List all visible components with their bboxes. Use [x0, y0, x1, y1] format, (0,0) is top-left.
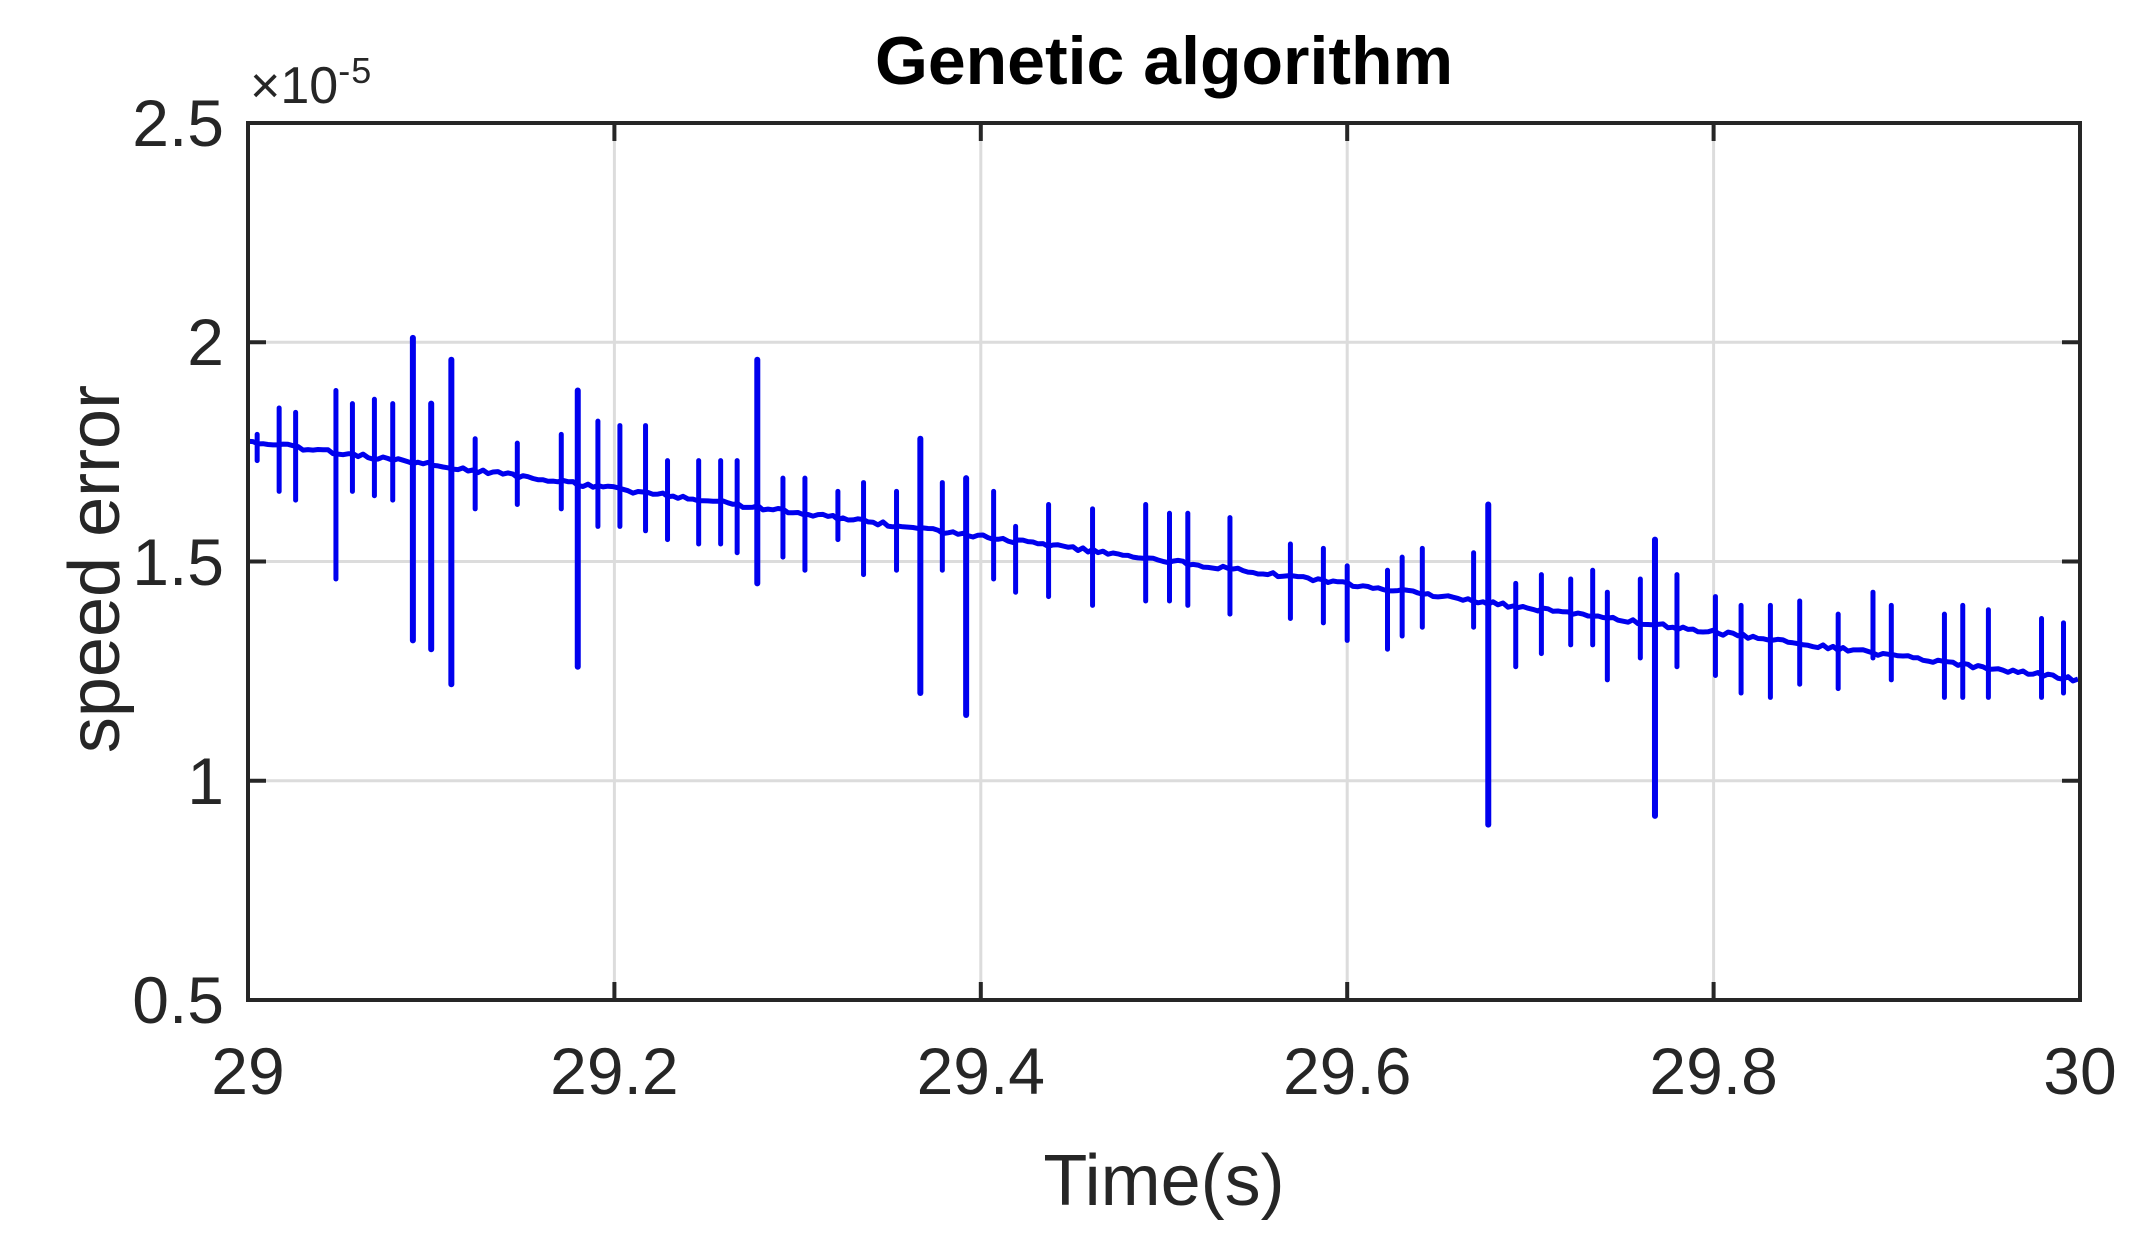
y-axis-exponent-label: ×10-5 [250, 50, 372, 116]
chart-title-text: Genetic algorithm [874, 23, 1454, 99]
x-tick-label: 29.4 [916, 1034, 1046, 1108]
x-tick-label: 29 [211, 1034, 285, 1108]
y-axis-label: speed error [55, 384, 135, 754]
x-tick-label: 30 [2043, 1034, 2117, 1108]
chart-title: Genetic algorithm [0, 22, 2142, 100]
y-tick-label: 1.5 [132, 524, 224, 599]
exponent-base: ×10 [250, 57, 339, 115]
x-tick-label: 29.2 [550, 1034, 679, 1108]
y-tick-label: 2 [187, 305, 224, 380]
y-tick-label: 1 [187, 743, 224, 818]
y-tick-label: 0.5 [132, 963, 224, 1037]
x-axis-label: Time(s) [1043, 1141, 1285, 1221]
x-tick-label: 29.6 [1282, 1034, 1412, 1108]
speed-error-baseline [247, 438, 2079, 684]
exponent-power: -5 [338, 50, 373, 91]
y-tick-label: 2.5 [132, 86, 224, 160]
x-tick-label: 29.8 [1649, 1034, 1778, 1108]
